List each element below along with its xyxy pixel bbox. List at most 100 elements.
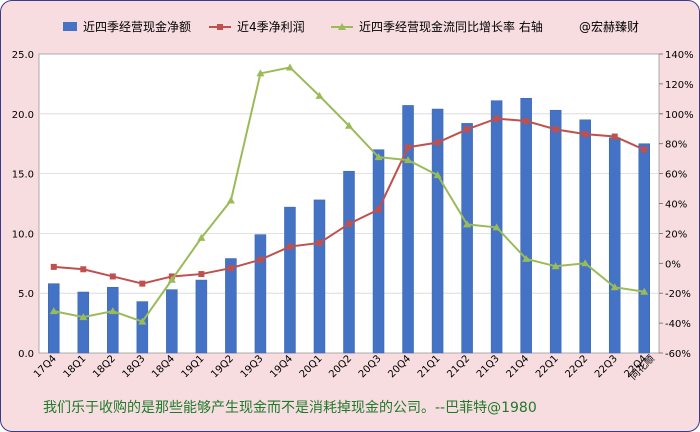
x-tick-label: 19Q1 — [180, 353, 207, 380]
bar — [461, 123, 473, 354]
line-point — [581, 259, 590, 267]
line-point — [257, 256, 264, 263]
line-point — [167, 275, 176, 283]
line-point — [345, 121, 353, 129]
line-point — [108, 307, 117, 315]
x-tick-label: 18Q1 — [62, 353, 89, 380]
right-tick-label: 40% — [665, 200, 687, 211]
line-point — [198, 271, 205, 278]
left-tick-label: 0.0 — [18, 349, 34, 360]
line-point — [138, 317, 147, 325]
legend-label: 近4季净利润 — [237, 20, 305, 34]
bar — [549, 109, 562, 354]
line-point — [552, 126, 559, 133]
line-point — [256, 69, 265, 77]
x-tick-label: 20Q2 — [327, 353, 354, 380]
right-tick-label: 20% — [665, 229, 687, 240]
x-tick-label: 17Q4 — [32, 353, 59, 380]
legend-swatch-marker — [338, 23, 346, 30]
left-tick-label: 25.0 — [12, 50, 34, 61]
line-point — [493, 115, 500, 122]
legend-swatch-marker — [217, 24, 223, 30]
line-point — [522, 254, 531, 262]
bar — [402, 105, 414, 354]
left-tick-label: 20.0 — [12, 110, 34, 121]
line-point — [316, 239, 323, 246]
line-point — [551, 262, 560, 270]
line-point — [582, 131, 589, 138]
legend-label: 近四季经营现金流同比增长率 右轴 — [359, 19, 543, 34]
left-tick-label: 5.0 — [18, 289, 34, 300]
line-point — [197, 233, 206, 241]
legend-swatch-bar — [63, 22, 77, 31]
line-point — [640, 287, 649, 295]
bar — [520, 98, 532, 354]
line-point — [464, 126, 471, 133]
bar — [284, 206, 296, 354]
line-point — [492, 223, 501, 231]
right-tick-label: 80% — [665, 140, 687, 151]
bar — [166, 289, 178, 354]
x-tick-label: 22Q2 — [563, 353, 590, 380]
right-tick-label: -20% — [665, 289, 691, 300]
line-point — [405, 144, 412, 151]
line-point — [79, 313, 88, 321]
line-point — [315, 91, 324, 99]
line-point — [374, 153, 383, 161]
line-point — [611, 133, 618, 140]
quote-text: 我们乐于收购的是那些能够产生现金而不是消耗掉现金的公司。--巴菲特@1980 — [43, 400, 537, 416]
line-point — [286, 243, 293, 250]
line-point — [227, 265, 234, 272]
x-tick-label: 22Q1 — [534, 353, 561, 380]
line-point — [346, 220, 352, 227]
bar — [343, 170, 355, 354]
left-tick-label: 15.0 — [12, 170, 34, 181]
x-tick-label: 19Q4 — [268, 353, 295, 380]
line-point — [109, 273, 116, 280]
line-point — [80, 266, 87, 273]
bar — [579, 119, 591, 354]
line-point — [610, 283, 619, 291]
x-tick-label: 20Q3 — [357, 353, 384, 380]
line-point — [641, 146, 648, 153]
x-tick-label: 21Q2 — [445, 353, 472, 380]
right-tick-label: 0% — [665, 259, 681, 270]
line-point — [433, 171, 442, 179]
x-axis: 17Q4 18Q1 18Q2 18Q3 18Q4 19Q1 19Q2 19Q3 19Q4 20Q1… — [32, 352, 657, 382]
right-tick-label: -40% — [665, 319, 691, 330]
right-tick-label: 120% — [665, 80, 694, 91]
line-series — [49, 63, 649, 325]
bar — [48, 283, 60, 354]
right-tick-label: 100% — [665, 110, 694, 121]
x-tick-label: 19Q2 — [209, 353, 236, 380]
bar — [431, 108, 444, 354]
left-axis: 0.0 5.0 10.0 15.0 20.0 25.0 — [12, 50, 34, 360]
left-tick-label: 10.0 — [12, 229, 34, 240]
bar — [225, 258, 237, 354]
bar — [136, 301, 149, 354]
x-tick-label: 20Q1 — [298, 353, 325, 380]
line-point — [404, 156, 413, 164]
bar — [608, 137, 621, 354]
x-tick-label: 22Q3 — [593, 353, 620, 380]
legend: 近四季经营现金净额 近4季净利润 近四季经营现金流同比增长率 右轴 @宏赫臻财 — [63, 19, 639, 34]
line-point — [523, 117, 530, 124]
x-tick-label: 18Q3 — [121, 353, 148, 380]
line-point — [463, 220, 472, 228]
x-tick-label: 21Q3 — [475, 353, 502, 380]
right-tick-label: 60% — [665, 170, 687, 181]
line-point — [50, 263, 57, 270]
line-point — [434, 139, 441, 146]
bar — [195, 279, 208, 354]
x-tick-label: 21Q4 — [504, 353, 531, 380]
line-point — [139, 280, 146, 287]
right-tick-label: 140% — [665, 50, 694, 61]
x-tick-label: 21Q1 — [416, 353, 443, 380]
line-point — [285, 63, 294, 71]
x-tick-label: 18Q4 — [150, 353, 177, 380]
line-point — [375, 206, 382, 213]
bar — [107, 286, 119, 354]
bar — [77, 291, 90, 354]
